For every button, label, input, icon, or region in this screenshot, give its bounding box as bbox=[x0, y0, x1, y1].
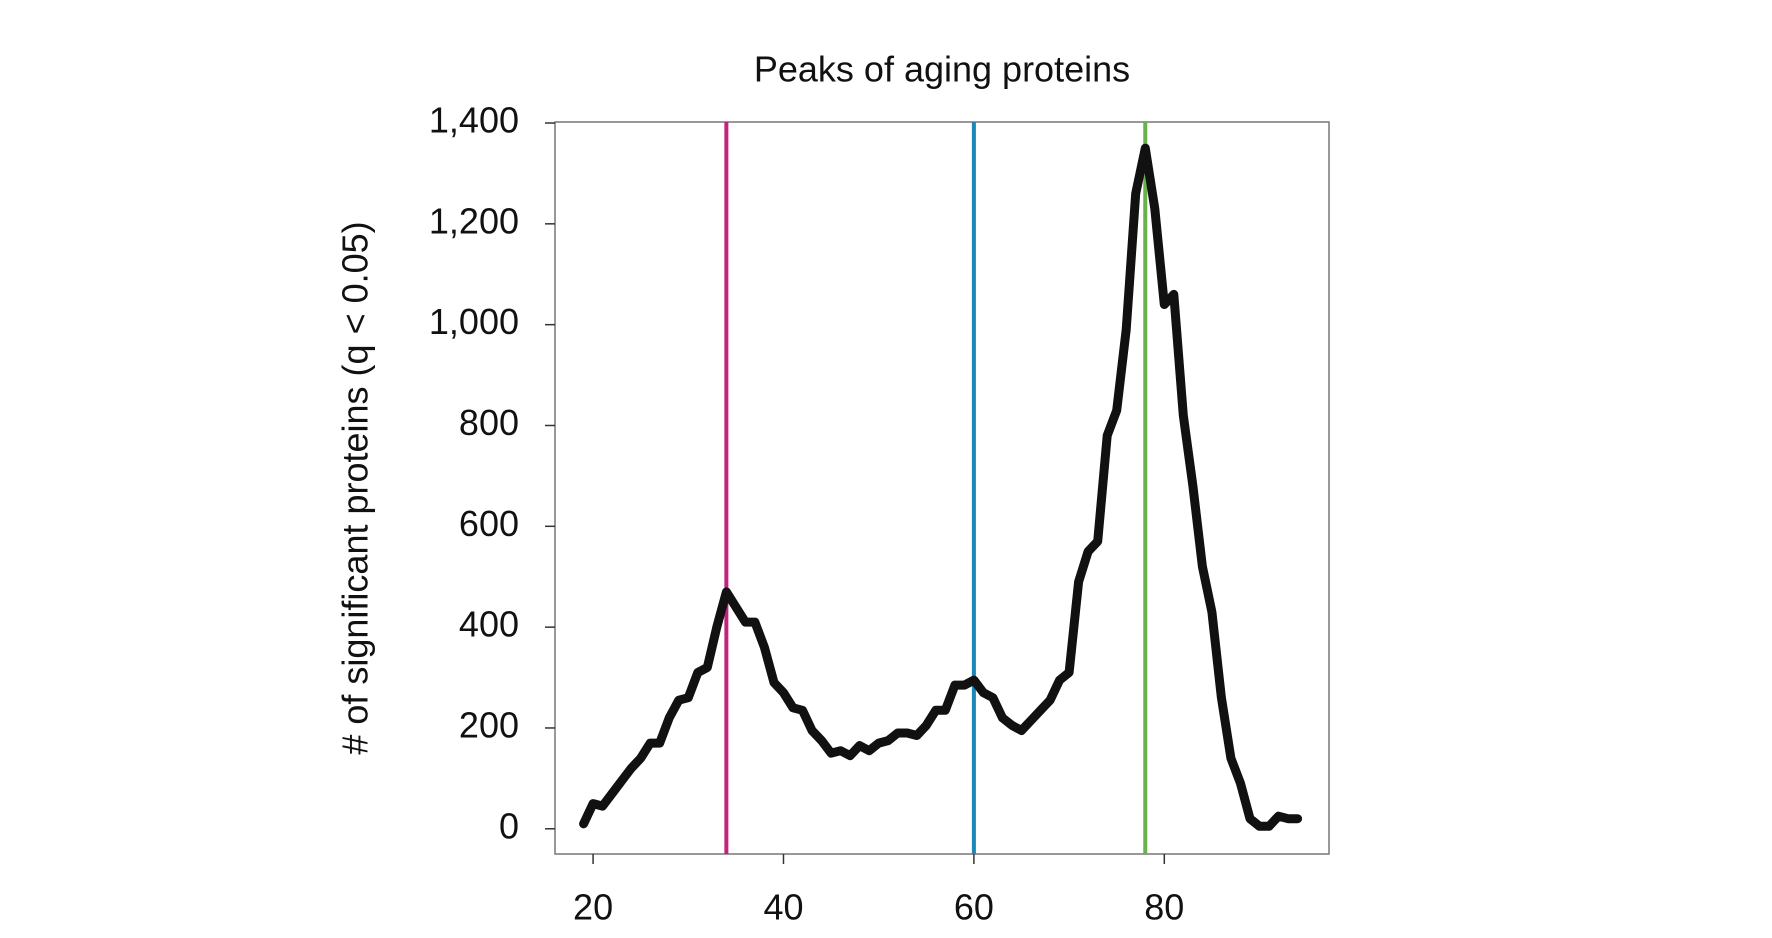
chart-title: Peaks of aging proteins bbox=[754, 49, 1130, 90]
data-line bbox=[579, 143, 1303, 831]
y-tick-label: 1,400 bbox=[429, 100, 519, 141]
y-tick-label: 1,000 bbox=[429, 301, 519, 342]
x-tick-label: 40 bbox=[763, 887, 803, 928]
y-tick-label: 0 bbox=[499, 805, 519, 846]
x-tick-label: 80 bbox=[1144, 887, 1184, 928]
y-tick-label: 800 bbox=[459, 402, 519, 443]
plot-frame bbox=[554, 121, 1330, 855]
y-tick-label: 400 bbox=[459, 604, 519, 645]
y-tick-label: 200 bbox=[459, 704, 519, 745]
y-tick-label: 1,200 bbox=[429, 200, 519, 241]
y-tick-label: 600 bbox=[459, 503, 519, 544]
x-tick-label: 60 bbox=[954, 887, 994, 928]
x-tick-label: 20 bbox=[573, 887, 613, 928]
y-axis-label: # of significant proteins (q < 0.05) bbox=[335, 221, 376, 754]
